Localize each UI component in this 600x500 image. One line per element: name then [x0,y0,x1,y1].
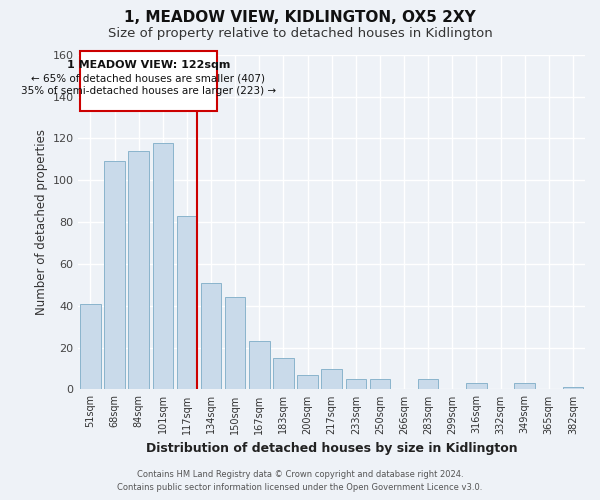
Bar [80,304,101,390]
Y-axis label: Number of detached properties: Number of detached properties [35,129,48,315]
Bar [225,298,245,390]
Bar [346,379,366,390]
Bar [80,50,217,112]
Bar [176,216,197,390]
Bar [201,283,221,390]
Bar [563,388,583,390]
Text: Contains HM Land Registry data © Crown copyright and database right 2024.
Contai: Contains HM Land Registry data © Crown c… [118,470,482,492]
Bar [370,379,390,390]
Bar [104,162,125,390]
Bar [418,379,439,390]
Bar [249,342,269,390]
Bar [466,383,487,390]
Bar [152,142,173,390]
Bar [273,358,293,390]
Text: Size of property relative to detached houses in Kidlington: Size of property relative to detached ho… [107,28,493,40]
Text: 35% of semi-detached houses are larger (223) →: 35% of semi-detached houses are larger (… [21,86,276,96]
Bar [297,375,318,390]
Bar [128,151,149,390]
X-axis label: Distribution of detached houses by size in Kidlington: Distribution of detached houses by size … [146,442,517,455]
Bar [322,368,342,390]
Text: 1 MEADOW VIEW: 122sqm: 1 MEADOW VIEW: 122sqm [67,60,230,70]
Text: ← 65% of detached houses are smaller (407): ← 65% of detached houses are smaller (40… [31,74,265,84]
Text: 1, MEADOW VIEW, KIDLINGTON, OX5 2XY: 1, MEADOW VIEW, KIDLINGTON, OX5 2XY [124,10,476,25]
Bar [514,383,535,390]
